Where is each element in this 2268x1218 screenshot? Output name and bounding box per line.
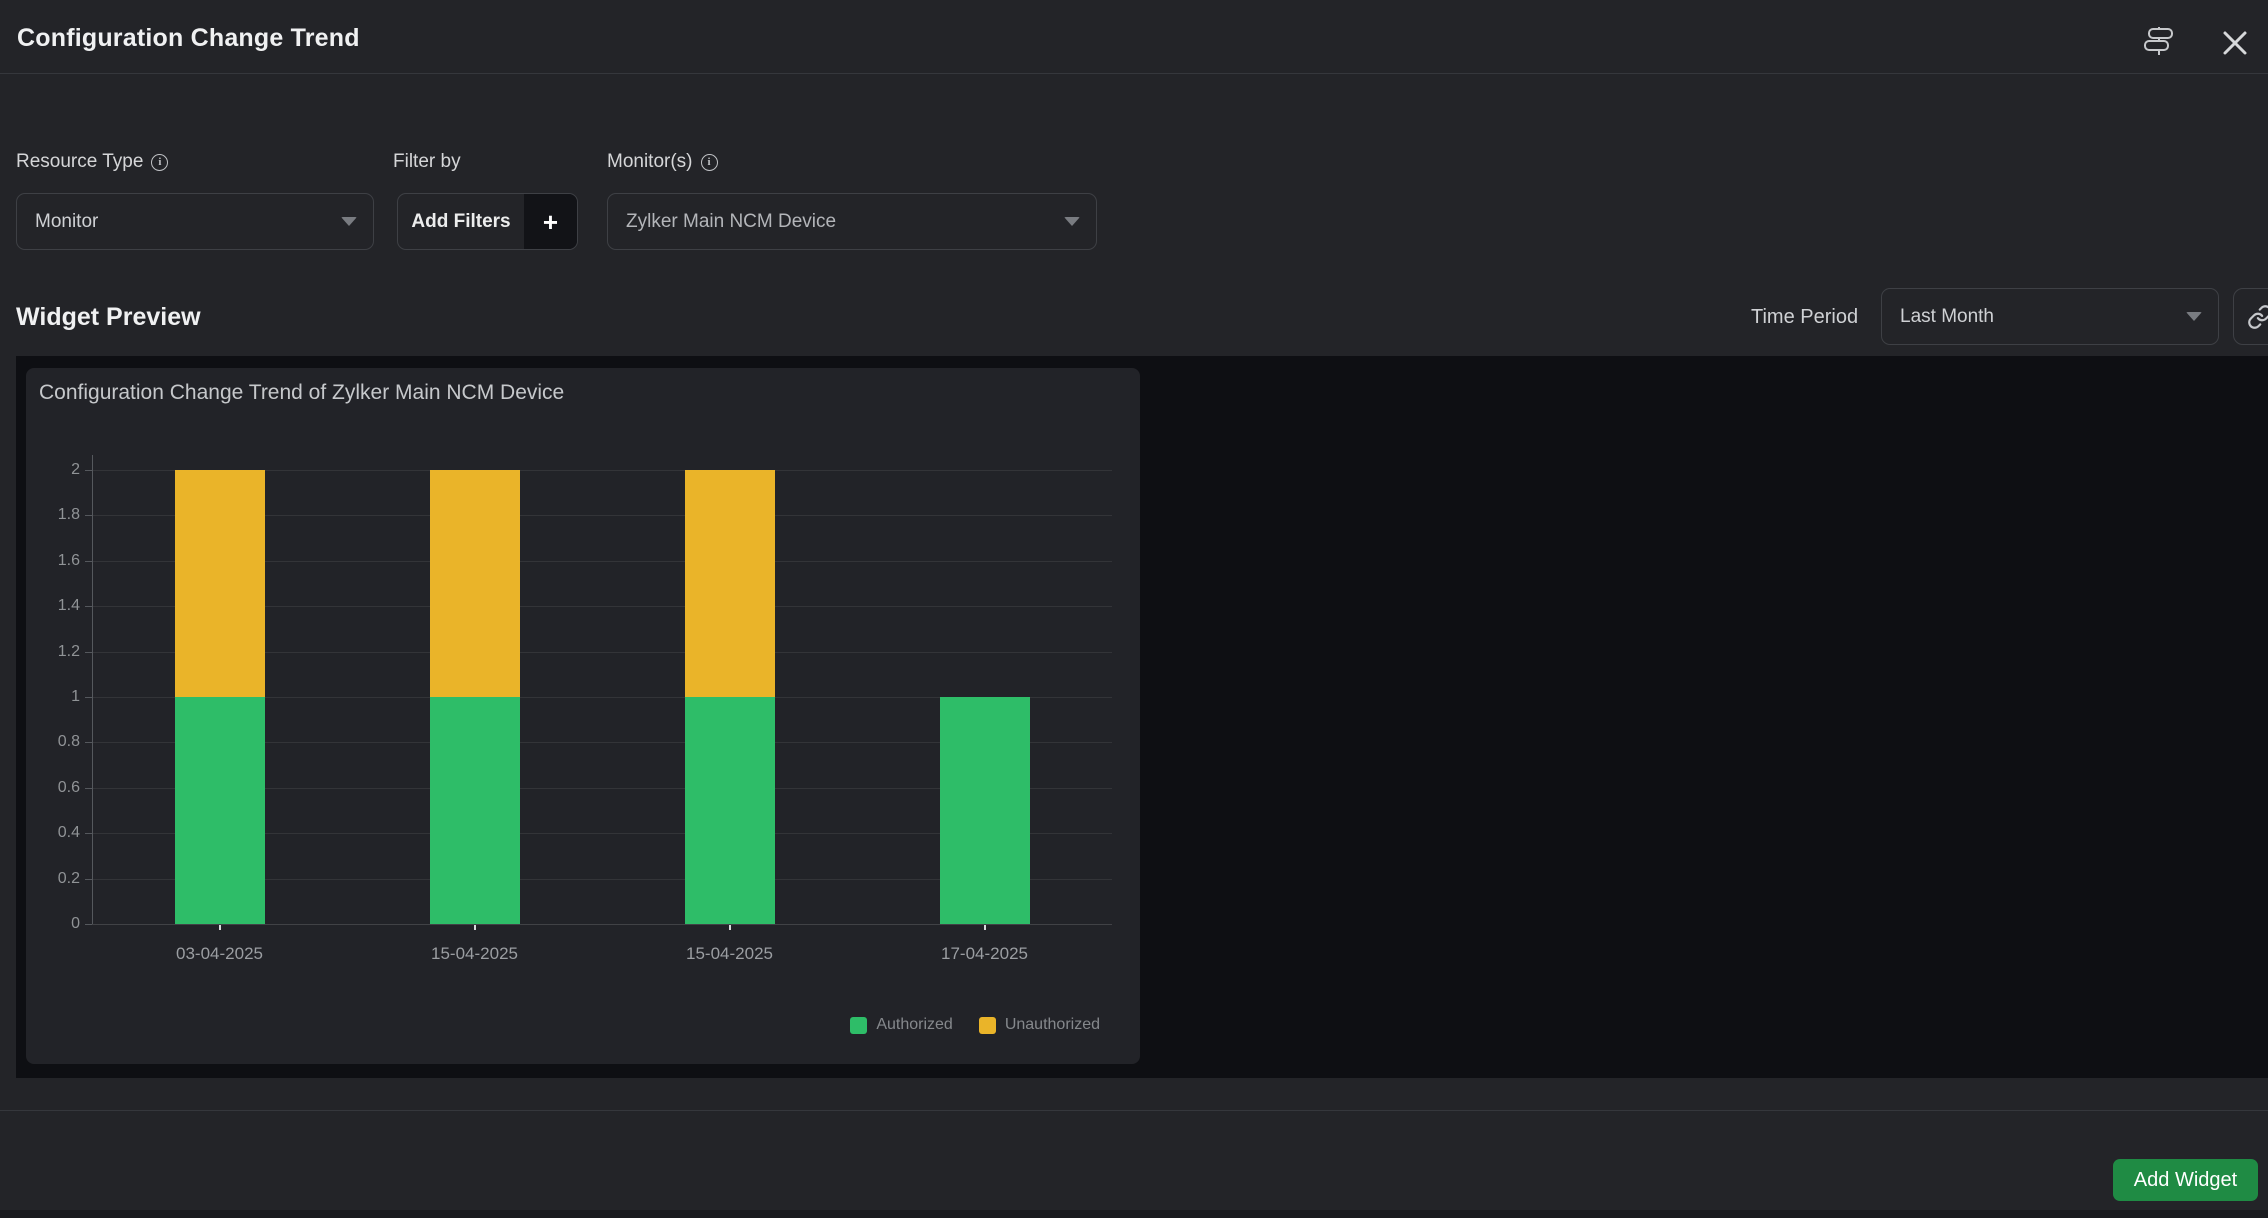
y-axis-label: 0.4 — [20, 823, 80, 843]
y-axis-line — [92, 455, 93, 924]
plus-icon[interactable]: + — [524, 194, 577, 249]
time-period-label: Time Period — [1751, 306, 1858, 329]
y-axis-tick — [85, 515, 92, 516]
y-axis-label: 0.2 — [20, 869, 80, 889]
monitors-value: Zylker Main NCM Device — [626, 211, 836, 233]
x-axis-label: 15-04-2025 — [650, 944, 810, 964]
link-button[interactable] — [2233, 288, 2268, 345]
y-axis-tick — [85, 742, 92, 743]
legend-label: Unauthorized — [1005, 1016, 1100, 1034]
chart-title: Configuration Change Trend of Zylker Mai… — [39, 381, 564, 405]
legend-label: Authorized — [876, 1016, 953, 1034]
resource-type-label: Resource Type i — [16, 150, 168, 174]
legend-swatch — [979, 1017, 996, 1034]
y-axis-tick — [85, 652, 92, 653]
y-axis-label: 0.6 — [20, 778, 80, 798]
x-axis-tick — [984, 925, 986, 930]
y-axis-tick — [85, 924, 92, 925]
bar-segment-unauthorized — [430, 470, 520, 697]
bar-segment-unauthorized — [175, 470, 265, 697]
info-icon[interactable]: i — [151, 154, 168, 171]
x-axis-tick — [474, 925, 476, 930]
y-axis-label: 1.8 — [20, 505, 80, 525]
bar-segment-authorized — [940, 697, 1030, 924]
y-axis-tick — [85, 697, 92, 698]
caret-down-icon — [2186, 312, 2202, 321]
time-period-value: Last Month — [1900, 306, 1994, 328]
bar-segment-authorized — [175, 697, 265, 924]
page-title: Configuration Change Trend — [17, 24, 360, 53]
y-axis-tick — [85, 470, 92, 471]
header-divider — [0, 73, 2268, 74]
legend-swatch — [850, 1017, 867, 1034]
monitors-label: Monitor(s) i — [607, 150, 718, 174]
add-filters-button[interactable]: Add Filters + — [397, 193, 578, 250]
x-axis-label: 15-04-2025 — [395, 944, 555, 964]
footer-divider — [0, 1110, 2268, 1111]
x-axis-tick — [219, 925, 221, 930]
chart-card: Configuration Change Trend of Zylker Mai… — [26, 368, 1140, 1064]
x-axis-tick — [729, 925, 731, 930]
y-axis-tick — [85, 788, 92, 789]
y-axis-tick — [85, 606, 92, 607]
signpost-icon[interactable] — [2142, 26, 2174, 56]
link-icon — [2247, 304, 2268, 330]
monitors-dropdown[interactable]: Zylker Main NCM Device — [607, 193, 1097, 250]
time-period-dropdown[interactable]: Last Month — [1881, 288, 2219, 345]
bottom-strip — [0, 1210, 2268, 1218]
bar-segment-authorized — [430, 697, 520, 924]
info-icon[interactable]: i — [701, 154, 718, 171]
y-axis-label: 2 — [20, 460, 80, 480]
y-axis-label: 1.6 — [20, 551, 80, 571]
close-icon[interactable] — [2221, 29, 2249, 57]
filter-by-label: Filter by — [393, 150, 461, 174]
y-axis-label: 1.4 — [20, 596, 80, 616]
bar-segment-authorized — [685, 697, 775, 924]
y-axis-label: 1.2 — [20, 642, 80, 662]
gridline — [92, 924, 1112, 925]
chart-legend: Authorized Unauthorized — [850, 1016, 1100, 1034]
y-axis-tick — [85, 879, 92, 880]
y-axis-label: 0 — [20, 914, 80, 934]
y-axis-label: 0.8 — [20, 732, 80, 752]
legend-item-unauthorized[interactable]: Unauthorized — [979, 1016, 1100, 1034]
y-axis-tick — [85, 561, 92, 562]
add-filters-label: Add Filters — [398, 194, 524, 249]
y-axis-tick — [85, 833, 92, 834]
x-axis-label: 03-04-2025 — [140, 944, 300, 964]
caret-down-icon — [341, 217, 357, 226]
widget-preview-heading: Widget Preview — [16, 303, 201, 332]
resource-type-dropdown[interactable]: Monitor — [16, 193, 374, 250]
add-widget-button[interactable]: Add Widget — [2113, 1159, 2258, 1201]
caret-down-icon — [1064, 217, 1080, 226]
x-axis-label: 17-04-2025 — [905, 944, 1065, 964]
bar-segment-unauthorized — [685, 470, 775, 697]
y-axis-label: 1 — [20, 687, 80, 707]
resource-type-value: Monitor — [35, 211, 98, 233]
legend-item-authorized[interactable]: Authorized — [850, 1016, 953, 1034]
